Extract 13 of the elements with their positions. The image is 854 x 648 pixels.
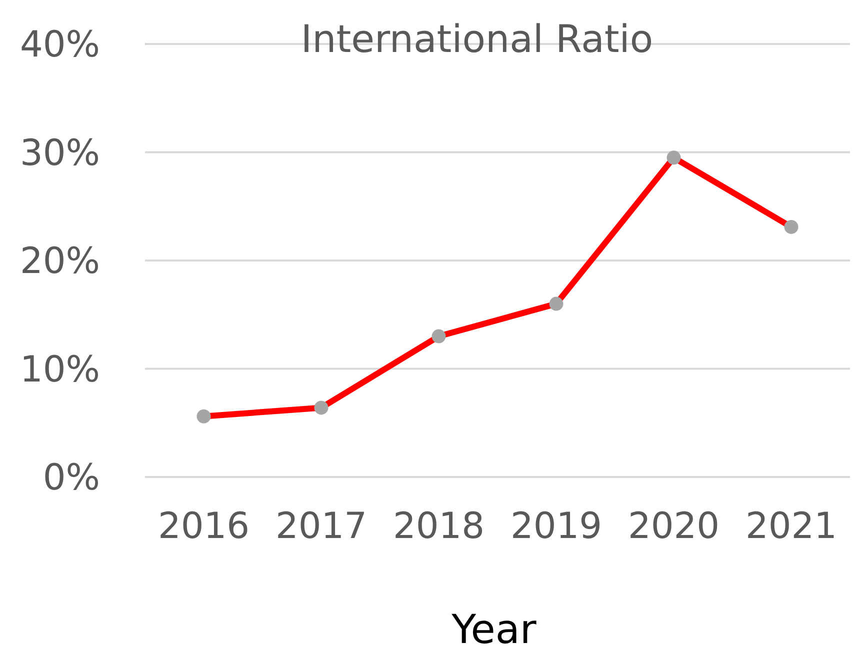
y-tick-label: 0% bbox=[42, 458, 100, 499]
x-tick-label: 2021 bbox=[745, 506, 838, 547]
chart-title: International Ratio bbox=[300, 17, 654, 61]
x-tick-label: 2017 bbox=[275, 506, 368, 547]
x-tick-label: 2020 bbox=[628, 506, 720, 547]
x-axis-title: Year bbox=[450, 607, 537, 648]
x-tick-label: 2018 bbox=[392, 506, 485, 547]
y-tick-label: 30% bbox=[20, 132, 100, 174]
x-tick-label: 2019 bbox=[510, 506, 602, 547]
y-tick-label: 20% bbox=[20, 241, 100, 282]
x-tick-label: 2016 bbox=[158, 506, 250, 547]
y-tick-label: 10% bbox=[20, 349, 100, 390]
y-tick-label: 40% bbox=[20, 24, 100, 66]
